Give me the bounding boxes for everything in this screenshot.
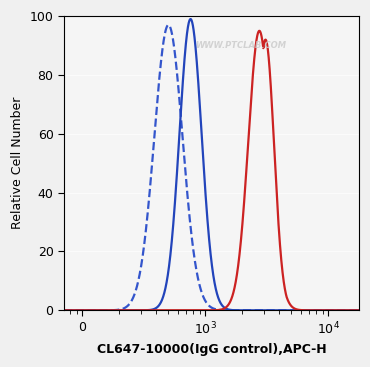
Y-axis label: Relative Cell Number: Relative Cell Number bbox=[11, 97, 24, 229]
Text: WWW.PTCLAB.COM: WWW.PTCLAB.COM bbox=[195, 41, 286, 50]
X-axis label: CL647-10000(IgG control),APC-H: CL647-10000(IgG control),APC-H bbox=[97, 343, 326, 356]
